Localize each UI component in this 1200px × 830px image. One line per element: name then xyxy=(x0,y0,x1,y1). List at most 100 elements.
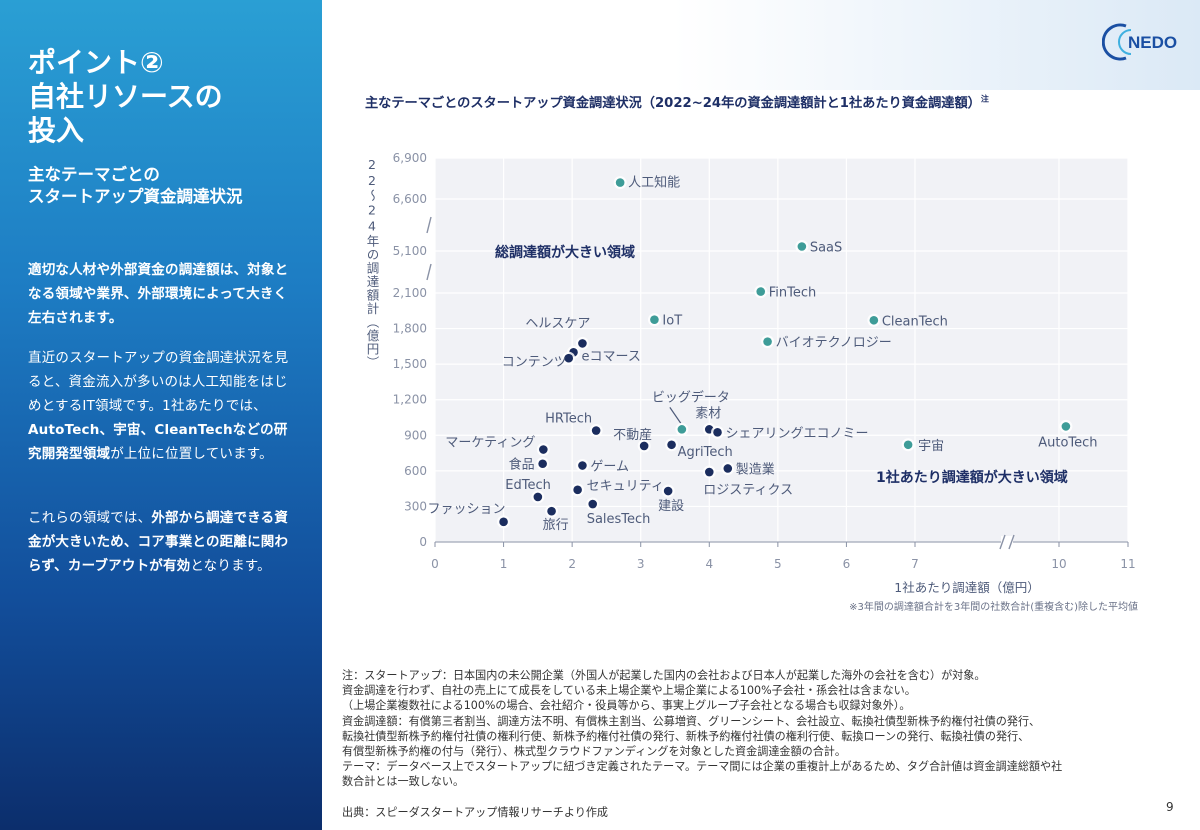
scatter-chart: 0 300 600 900 1,200 1,500 1,800 2,100 5,100 6,600… xyxy=(365,151,1139,613)
data-point xyxy=(573,485,582,495)
x-tick-label: 0 xyxy=(431,557,439,571)
footnote-line: 資金調達を行わず、自社の売上にて成長をしている未上場企業や上場企業による100%… xyxy=(342,684,916,698)
x-axis-title: 1社あたり調達額（億円） xyxy=(894,580,1039,595)
y-axis-break-icon xyxy=(426,216,432,234)
data-point xyxy=(677,425,687,434)
data-point-label: 製造業 xyxy=(736,461,775,477)
y-axis-break-icon xyxy=(426,263,432,281)
y-tick-label: 1,500 xyxy=(393,357,427,371)
data-point-label: 人工知能 xyxy=(628,175,680,191)
y-axis-break-gap xyxy=(421,268,435,276)
sidebar-paragraph-3: これらの領域では、外部から調達できる資金が大きいため、コア事業との距離に関わらず… xyxy=(28,506,298,578)
data-point xyxy=(588,499,598,509)
data-point-label: FinTech xyxy=(769,286,817,301)
logo-arc-icon xyxy=(1102,23,1127,61)
data-point-label: 建設 xyxy=(658,498,684,514)
sidebar-title-line-2: 自社リソースの xyxy=(28,80,223,113)
footnote-line: 数合計とは一致しない。 xyxy=(342,775,465,789)
footnote-line: 資金調達額：有償第三者割当、調達方法不明、有償株主割当、公募増資、グリーンシート… xyxy=(342,714,1041,728)
data-point-label: AgriTech xyxy=(678,445,733,460)
y-tick-label: 600 xyxy=(404,464,427,478)
data-point-label: ヘルスケア xyxy=(525,316,590,331)
page-number: 9 xyxy=(1166,800,1174,814)
y-tick-label: 5,100 xyxy=(393,244,427,258)
data-point xyxy=(667,440,676,450)
chart-title-note-mark: 注 xyxy=(980,94,989,104)
data-point-label: ビッグデータ xyxy=(652,389,730,405)
data-point xyxy=(578,461,587,470)
data-point xyxy=(650,315,659,324)
data-point-label: ゲーム xyxy=(590,460,629,475)
sidebar-paragraph-2: 直近のスタートアップの資金調達状況を見ると、資金流入が多いのは人工知能をはじめと… xyxy=(28,346,298,466)
y-tick-label: 6,600 xyxy=(393,192,427,206)
sidebar-title-line-1: ポイント② xyxy=(28,46,164,79)
y-tick-label: 2,100 xyxy=(393,286,427,300)
data-point xyxy=(591,426,601,435)
data-point xyxy=(578,339,587,348)
y-tick-label: 0 xyxy=(419,535,427,549)
y-tick-label: 1,200 xyxy=(393,393,427,407)
data-point-label: EdTech xyxy=(505,478,551,493)
data-point xyxy=(615,178,625,187)
x-tick-label: 6 xyxy=(843,557,851,571)
x-tick-label: 11 xyxy=(1120,557,1135,571)
sidebar-title: ポイント② 自社リソースの 投入 xyxy=(28,46,223,148)
sidebar-paragraph-2-text-a: 直近のスタートアップの資金調達状況を見ると、資金流入が多いのは人工知能をはじめと… xyxy=(28,350,289,414)
data-point-label: ファッション xyxy=(428,502,506,517)
data-point-label: 宇宙 xyxy=(918,439,944,454)
data-point-label: CleanTech xyxy=(882,314,948,329)
footnotes: 注：スタートアップ：日本国内の未公開企業（外国人が起業した国内の会社および日本人… xyxy=(342,668,1162,790)
sidebar-paragraph-3-text-a: これらの領域では、 xyxy=(28,510,152,526)
x-tick-label: 5 xyxy=(774,557,782,571)
data-point xyxy=(639,441,649,451)
chart-title-text: 主なテーマごとのスタートアップ資金調達状況（2022~24年の資金調達額計と1社… xyxy=(365,96,981,111)
data-point-label: コンテンツ xyxy=(502,355,567,370)
x-tick-label: 7 xyxy=(911,557,919,571)
region-label-per-company: 1社あたり調達額が大きい領域 xyxy=(876,469,1068,486)
y-axis-break-gap xyxy=(421,221,435,229)
data-point-label: マーケティング xyxy=(445,436,535,451)
x-axis-break-icon xyxy=(999,534,1015,550)
data-point-label: SalesTech xyxy=(587,512,651,527)
data-point xyxy=(797,242,807,251)
data-point xyxy=(564,353,574,363)
y-tick-label: 900 xyxy=(404,428,427,442)
logo-text: NEDO xyxy=(1128,33,1177,52)
sidebar-title-line-3: 投入 xyxy=(28,114,85,147)
data-point xyxy=(704,467,714,477)
data-point xyxy=(713,428,722,437)
y-tick-label: 6,900 xyxy=(393,151,427,165)
sidebar-paragraph-3-emphasis: 外部から調達できる資金が大きいため、コア事業との距離に関わらず、カーブアウトが有… xyxy=(28,510,289,574)
data-point-label: バイオテクノロジー xyxy=(776,336,892,351)
data-point-label: 素材 xyxy=(695,406,721,421)
data-point-label: シェアリングエコノミー xyxy=(726,426,869,441)
y-tick-label: 300 xyxy=(404,499,427,513)
y-tick-label: 1,800 xyxy=(393,322,427,336)
data-point xyxy=(756,287,766,296)
data-point xyxy=(539,445,548,454)
data-point-label: IoT xyxy=(662,314,682,329)
x-tick-label: 10 xyxy=(1051,557,1066,571)
sidebar-paragraph-2-text-c: が上位に位置しています。 xyxy=(110,446,273,462)
chart-title: 主なテーマごとのスタートアップ資金調達状況（2022~24年の資金調達額計と1社… xyxy=(365,92,989,111)
x-tick-label: 2 xyxy=(568,557,576,571)
y-axis-title: 22〜24年の調達額計（億円） xyxy=(365,157,380,370)
footnote-line: （上場企業複数社による100%の場合、会社紹介・役員等から、事実上グループ子会社… xyxy=(342,699,911,713)
data-point xyxy=(1061,422,1071,431)
x-tick-label: 1 xyxy=(500,557,508,571)
data-point-label: 食品 xyxy=(509,457,535,473)
footnote-line: 注：スタートアップ：日本国内の未公開企業（外国人が起業した国内の会社および日本人… xyxy=(342,669,986,682)
sidebar-subtitle: 主なテーマごとの スタートアップ資金調達状況 xyxy=(28,164,243,208)
sidebar-paragraph-1: 適切な人材や外部資金の調達額は、対象となる領域や業界、外部環境によって大きく左右… xyxy=(28,262,289,326)
data-point xyxy=(869,315,879,325)
footnote-line: テーマ：データベース上でスタートアップに紐づき定義されたテーマ。テーマ間には企業… xyxy=(342,760,1063,774)
nedo-logo: NEDO xyxy=(1102,23,1177,61)
data-point-label: SaaS xyxy=(810,240,842,255)
data-point xyxy=(499,517,508,527)
sidebar-paragraph-2-emphasis: AutoTech、宇宙、CleanTechなどの研究開発型領域 xyxy=(28,422,288,462)
sidebar-subtitle-line-2: スタートアップ資金調達状況 xyxy=(28,187,243,206)
footnote-line: 転換社債型新株予約権付社債の権利行使、新株予約権付社債の発行、新株予約権付社債の… xyxy=(342,729,1030,743)
sidebar-subtitle-line-1: 主なテーマごとの xyxy=(28,165,160,184)
data-point-label: 旅行 xyxy=(543,518,569,533)
x-axis-note: ※3年間の調達額合計を3年間の社数合計(重複含む)除した平均値 xyxy=(849,600,1138,613)
